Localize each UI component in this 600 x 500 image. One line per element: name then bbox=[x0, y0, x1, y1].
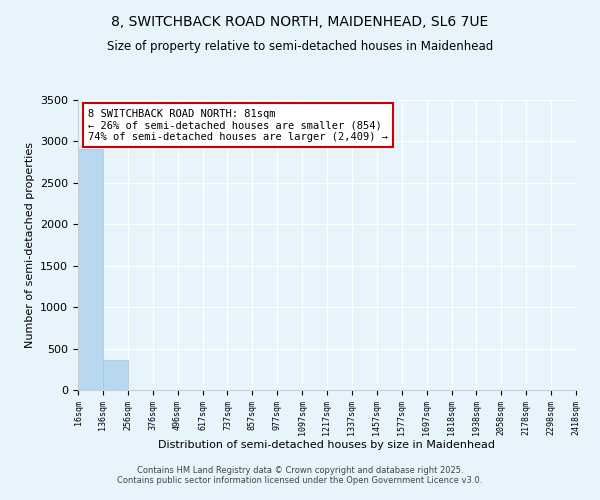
Text: 8, SWITCHBACK ROAD NORTH, MAIDENHEAD, SL6 7UE: 8, SWITCHBACK ROAD NORTH, MAIDENHEAD, SL… bbox=[112, 15, 488, 29]
Text: Contains HM Land Registry data © Crown copyright and database right 2025.
Contai: Contains HM Land Registry data © Crown c… bbox=[118, 466, 482, 485]
X-axis label: Distribution of semi-detached houses by size in Maidenhead: Distribution of semi-detached houses by … bbox=[158, 440, 496, 450]
Bar bbox=[78, 149, 103, 390]
Bar bbox=[103, 360, 128, 390]
Y-axis label: Number of semi-detached properties: Number of semi-detached properties bbox=[25, 142, 35, 348]
Text: 8 SWITCHBACK ROAD NORTH: 81sqm
← 26% of semi-detached houses are smaller (854)
7: 8 SWITCHBACK ROAD NORTH: 81sqm ← 26% of … bbox=[88, 108, 388, 142]
Text: Size of property relative to semi-detached houses in Maidenhead: Size of property relative to semi-detach… bbox=[107, 40, 493, 53]
